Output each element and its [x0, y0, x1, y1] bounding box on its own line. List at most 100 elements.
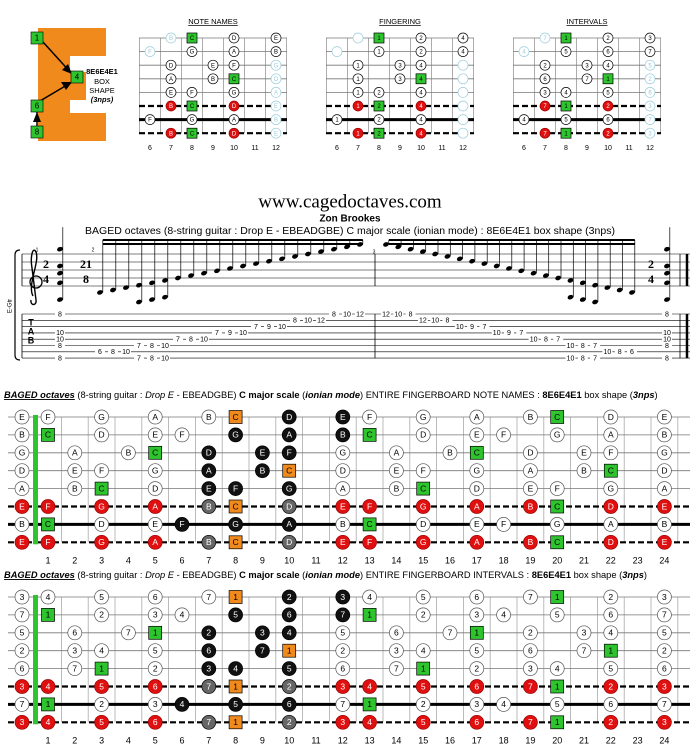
root-marker — [550, 535, 565, 550]
note-marker — [14, 714, 30, 730]
mini-note-label: E — [211, 63, 215, 69]
note-marker — [331, 46, 343, 57]
notehead — [331, 246, 337, 252]
mini-note-label: B — [211, 77, 215, 83]
mini-note-label: 1 — [356, 90, 360, 96]
note-marker — [457, 46, 469, 57]
notehead — [629, 290, 635, 295]
note-marker — [147, 517, 163, 532]
notehead — [432, 251, 439, 257]
root-marker — [469, 445, 484, 460]
logo-arrowhead — [33, 112, 41, 122]
note-label: 2 — [287, 717, 292, 727]
note-label: 7 — [20, 610, 25, 620]
root-marker — [550, 499, 565, 514]
title-segment: (8-string guitar : — [75, 390, 145, 400]
note-marker — [657, 427, 672, 443]
note-label: 7 — [662, 699, 667, 709]
note-marker — [40, 714, 56, 730]
board-title: BAGED octaves (8-string guitar : Drop E … — [4, 570, 647, 580]
note-marker — [201, 661, 217, 676]
note-label: 7 — [72, 663, 77, 673]
note-label: B — [447, 448, 453, 458]
tab-number-bg — [430, 316, 441, 324]
note-label: 1 — [367, 699, 372, 709]
mini-note-label: 7 — [585, 77, 589, 83]
tab-number-bg — [55, 354, 65, 362]
tab-number-bg — [134, 342, 144, 349]
note-marker — [389, 481, 404, 496]
mini-note-label: 3 — [398, 63, 402, 69]
system-bracket — [14, 249, 21, 361]
note-label: 7 — [206, 681, 211, 691]
note-label: G — [98, 537, 105, 547]
notehead — [567, 278, 574, 283]
tab-number-bg — [316, 316, 326, 324]
note-label: F — [179, 519, 184, 529]
note-label: E — [474, 430, 480, 440]
notehead — [555, 275, 562, 281]
note-marker — [523, 714, 538, 730]
note-marker — [14, 534, 30, 550]
note-marker — [576, 625, 592, 641]
note-label: 2 — [206, 628, 211, 638]
note-marker — [147, 589, 163, 605]
mini-fret-number: 8 — [564, 145, 568, 152]
tab-number: 10 — [431, 318, 439, 325]
mini-fret-number: 10 — [604, 145, 612, 152]
fret-number: 10 — [284, 736, 294, 746]
note-marker — [496, 697, 511, 712]
note-label: C — [233, 537, 239, 547]
note-label: A — [394, 448, 400, 458]
title-segment: ( — [300, 570, 307, 580]
logo-arrowhead — [62, 64, 72, 74]
mini-fret-number: 6 — [335, 145, 339, 152]
tab-number: 7 — [556, 337, 560, 344]
note-label: A — [474, 537, 480, 547]
mini-note-label: 4 — [522, 118, 526, 124]
fret-number: 18 — [499, 736, 509, 746]
note-label: 4 — [233, 663, 238, 673]
note-label: E — [662, 412, 668, 422]
fret-number: 24 — [659, 736, 669, 746]
note-marker — [644, 46, 656, 57]
note-marker — [40, 589, 56, 605]
note-label: C — [152, 448, 158, 458]
note-marker — [415, 589, 431, 605]
note-marker — [415, 409, 431, 425]
note-marker — [539, 127, 551, 139]
note-label: E — [152, 430, 158, 440]
tab-number-bg — [577, 354, 588, 362]
note-marker — [602, 127, 614, 139]
note-marker — [174, 607, 190, 623]
title-segment: BAGED octaves — [4, 570, 75, 580]
title-segment: C major scale — [239, 390, 299, 400]
notehead — [253, 261, 259, 266]
root-marker — [602, 73, 614, 85]
note-label: 7 — [528, 592, 533, 602]
note-label: 4 — [46, 681, 51, 691]
note-marker — [469, 409, 485, 425]
note-marker — [94, 517, 109, 532]
mini-fret-number: 6 — [148, 145, 152, 152]
note-marker — [362, 679, 377, 694]
root-marker — [282, 643, 297, 658]
note-marker — [523, 679, 538, 694]
mini-note-label: 3 — [648, 131, 652, 137]
note-marker — [94, 427, 109, 443]
note-label: E — [474, 519, 480, 529]
note-marker — [602, 32, 614, 44]
tab-number-bg — [662, 354, 672, 362]
note-marker — [14, 679, 30, 694]
note-marker — [270, 87, 282, 98]
note-marker — [415, 59, 427, 71]
note-marker — [603, 697, 619, 712]
mini-note-label: G — [232, 90, 237, 96]
note-marker — [94, 697, 109, 712]
note-marker — [228, 481, 243, 496]
note-marker — [415, 607, 431, 623]
note-label: 7 — [528, 681, 533, 691]
note-label: B — [528, 537, 534, 547]
title-segment: 3nps — [633, 390, 655, 400]
note-marker — [539, 32, 551, 44]
